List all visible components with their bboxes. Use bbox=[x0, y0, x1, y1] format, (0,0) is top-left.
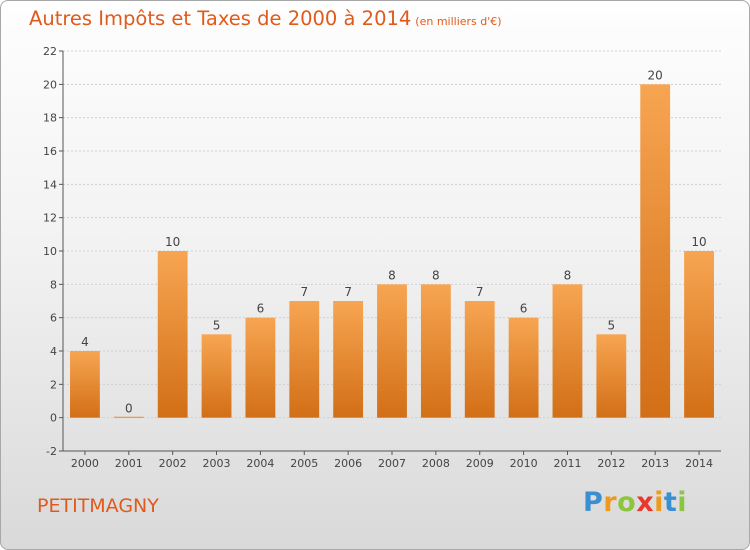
logo-letter: x bbox=[636, 487, 655, 518]
chart-subtitle: (en milliers d'€) bbox=[415, 15, 502, 28]
y-tick-label: 0 bbox=[50, 412, 57, 425]
x-tick-label: 2009 bbox=[466, 457, 494, 470]
y-tick-label: 6 bbox=[50, 312, 57, 325]
data-label: 8 bbox=[432, 268, 440, 282]
y-tick-label: 20 bbox=[43, 78, 57, 91]
x-tick-label: 2002 bbox=[159, 457, 187, 470]
data-label: 4 bbox=[81, 335, 89, 349]
x-tick-label: 2003 bbox=[203, 457, 231, 470]
y-tick-label: 22 bbox=[43, 45, 57, 58]
bar bbox=[245, 317, 276, 418]
x-tick-label: 2011 bbox=[553, 457, 581, 470]
logo-letter: o bbox=[617, 487, 637, 518]
bar bbox=[640, 84, 671, 418]
x-tick-label: 2012 bbox=[597, 457, 625, 470]
data-label: 6 bbox=[520, 302, 528, 316]
x-tick-label: 2008 bbox=[422, 457, 450, 470]
x-tick-label: 2013 bbox=[641, 457, 669, 470]
bar bbox=[464, 301, 495, 418]
bar bbox=[201, 334, 232, 418]
data-label: 8 bbox=[564, 268, 572, 282]
y-tick-label: 16 bbox=[43, 145, 57, 158]
data-label: 7 bbox=[344, 285, 352, 299]
logo-letter: P bbox=[583, 487, 604, 518]
bar bbox=[508, 317, 539, 418]
data-label: 7 bbox=[300, 285, 308, 299]
x-tick-label: 2005 bbox=[290, 457, 318, 470]
data-label: 10 bbox=[691, 235, 706, 249]
logo-letter: r bbox=[603, 487, 618, 518]
y-tick-label: 4 bbox=[50, 345, 57, 358]
bar bbox=[70, 351, 100, 418]
y-tick-label: 10 bbox=[43, 245, 57, 258]
bar bbox=[596, 334, 627, 418]
y-tick-label: -2 bbox=[46, 445, 57, 458]
logo-letter: i bbox=[654, 487, 664, 518]
data-label: 6 bbox=[257, 302, 265, 316]
commune-name: PETITMAGNY bbox=[37, 495, 159, 517]
logo-letter: t bbox=[663, 487, 678, 518]
bar bbox=[289, 301, 320, 418]
data-label: 10 bbox=[165, 235, 180, 249]
data-label: 5 bbox=[608, 318, 616, 332]
bar bbox=[552, 284, 583, 418]
data-label: 7 bbox=[476, 285, 484, 299]
y-tick-label: 18 bbox=[43, 112, 57, 125]
bar bbox=[377, 284, 407, 418]
x-tick-label: 2006 bbox=[334, 457, 362, 470]
x-tick-label: 2007 bbox=[378, 457, 406, 470]
bar bbox=[157, 251, 188, 418]
proxiti-logo: Proxiti bbox=[583, 487, 687, 518]
x-tick-label: 2014 bbox=[685, 457, 713, 470]
bar bbox=[684, 251, 714, 418]
bar bbox=[113, 416, 144, 418]
y-tick-label: 8 bbox=[50, 278, 57, 291]
x-tick-label: 2004 bbox=[246, 457, 274, 470]
x-tick-label: 2001 bbox=[115, 457, 143, 470]
x-tick-label: 2010 bbox=[510, 457, 538, 470]
y-tick-label: 12 bbox=[43, 212, 57, 225]
data-label: 0 bbox=[125, 402, 133, 416]
bar bbox=[420, 284, 451, 418]
logo-letter: i bbox=[677, 487, 688, 518]
data-label: 20 bbox=[648, 68, 663, 82]
data-label: 5 bbox=[213, 318, 221, 332]
x-tick-label: 2000 bbox=[71, 457, 99, 470]
data-label: 8 bbox=[388, 268, 396, 282]
bar bbox=[333, 301, 364, 418]
y-tick-label: 2 bbox=[50, 378, 57, 391]
chart-title: Autres Impôts et Taxes de 2000 à 2014 (en… bbox=[29, 7, 502, 30]
y-tick-label: 14 bbox=[43, 178, 57, 191]
